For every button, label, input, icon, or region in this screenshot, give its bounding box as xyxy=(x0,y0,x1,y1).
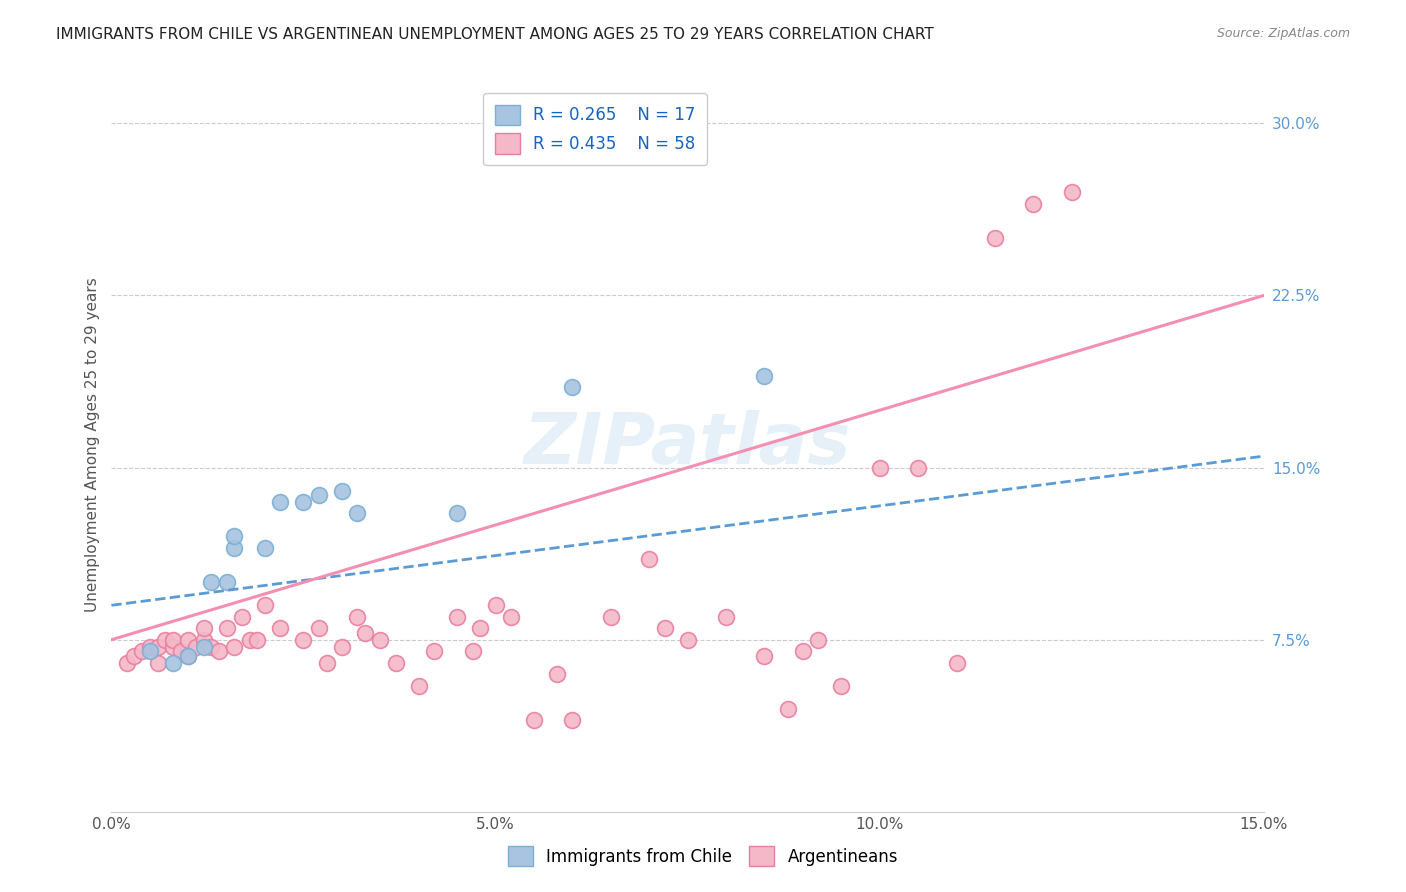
Point xyxy=(754,368,776,383)
Legend: R = 0.265    N = 17, R = 0.435    N = 58: R = 0.265 N = 17, R = 0.435 N = 58 xyxy=(484,93,707,165)
Point xyxy=(254,541,277,555)
Point xyxy=(470,621,492,635)
Point xyxy=(208,644,231,658)
Point xyxy=(200,640,222,654)
Point xyxy=(754,648,776,663)
Point xyxy=(676,632,699,647)
Point xyxy=(115,656,138,670)
Point xyxy=(330,483,353,498)
Text: ZIPatlas: ZIPatlas xyxy=(524,410,851,479)
Point xyxy=(1060,185,1083,199)
Point xyxy=(215,575,238,590)
Point xyxy=(830,679,852,693)
Point xyxy=(484,599,506,613)
Point xyxy=(446,507,468,521)
Point xyxy=(224,529,246,543)
Point xyxy=(308,488,330,502)
Point xyxy=(561,713,583,727)
Point xyxy=(162,632,184,647)
Point xyxy=(131,644,153,658)
Point xyxy=(499,609,522,624)
Point xyxy=(239,632,262,647)
Point xyxy=(638,552,661,566)
Point xyxy=(146,656,169,670)
Point xyxy=(269,495,291,509)
Point xyxy=(546,667,568,681)
Point xyxy=(446,609,468,624)
Point xyxy=(346,609,368,624)
Point xyxy=(292,632,315,647)
Point xyxy=(654,621,676,635)
Point xyxy=(193,632,215,647)
Point xyxy=(346,507,368,521)
Point xyxy=(146,640,169,654)
Point xyxy=(714,609,737,624)
Point xyxy=(523,713,546,727)
Point xyxy=(139,644,162,658)
Point xyxy=(292,495,315,509)
Point xyxy=(984,231,1007,245)
Point xyxy=(246,632,269,647)
Point xyxy=(269,621,291,635)
Point xyxy=(869,460,891,475)
Point xyxy=(224,541,246,555)
Point xyxy=(315,656,337,670)
Point xyxy=(561,380,583,394)
Text: Source: ZipAtlas.com: Source: ZipAtlas.com xyxy=(1216,27,1350,40)
Point xyxy=(124,648,146,663)
Point xyxy=(423,644,446,658)
Point xyxy=(139,640,162,654)
Point xyxy=(330,640,353,654)
Point xyxy=(776,701,799,715)
Point xyxy=(177,648,200,663)
Point xyxy=(169,644,191,658)
Point xyxy=(599,609,621,624)
Point xyxy=(907,460,929,475)
Point xyxy=(384,656,406,670)
Point xyxy=(215,621,238,635)
Point xyxy=(184,640,207,654)
Point xyxy=(254,599,277,613)
Y-axis label: Unemployment Among Ages 25 to 29 years: Unemployment Among Ages 25 to 29 years xyxy=(86,277,100,612)
Point xyxy=(368,632,391,647)
Point xyxy=(200,575,222,590)
Point xyxy=(231,609,253,624)
Point xyxy=(193,621,215,635)
Point xyxy=(193,640,215,654)
Point xyxy=(224,640,246,654)
Point xyxy=(162,640,184,654)
Point xyxy=(1022,196,1045,211)
Text: IMMIGRANTS FROM CHILE VS ARGENTINEAN UNEMPLOYMENT AMONG AGES 25 TO 29 YEARS CORR: IMMIGRANTS FROM CHILE VS ARGENTINEAN UNE… xyxy=(56,27,934,42)
Point xyxy=(807,632,830,647)
Point xyxy=(162,656,184,670)
Legend: Immigrants from Chile, Argentineans: Immigrants from Chile, Argentineans xyxy=(499,838,907,875)
Point xyxy=(308,621,330,635)
Point xyxy=(945,656,967,670)
Point xyxy=(177,632,200,647)
Point xyxy=(177,648,200,663)
Point xyxy=(792,644,814,658)
Point xyxy=(153,632,176,647)
Point xyxy=(461,644,484,658)
Point xyxy=(354,625,377,640)
Point xyxy=(408,679,430,693)
